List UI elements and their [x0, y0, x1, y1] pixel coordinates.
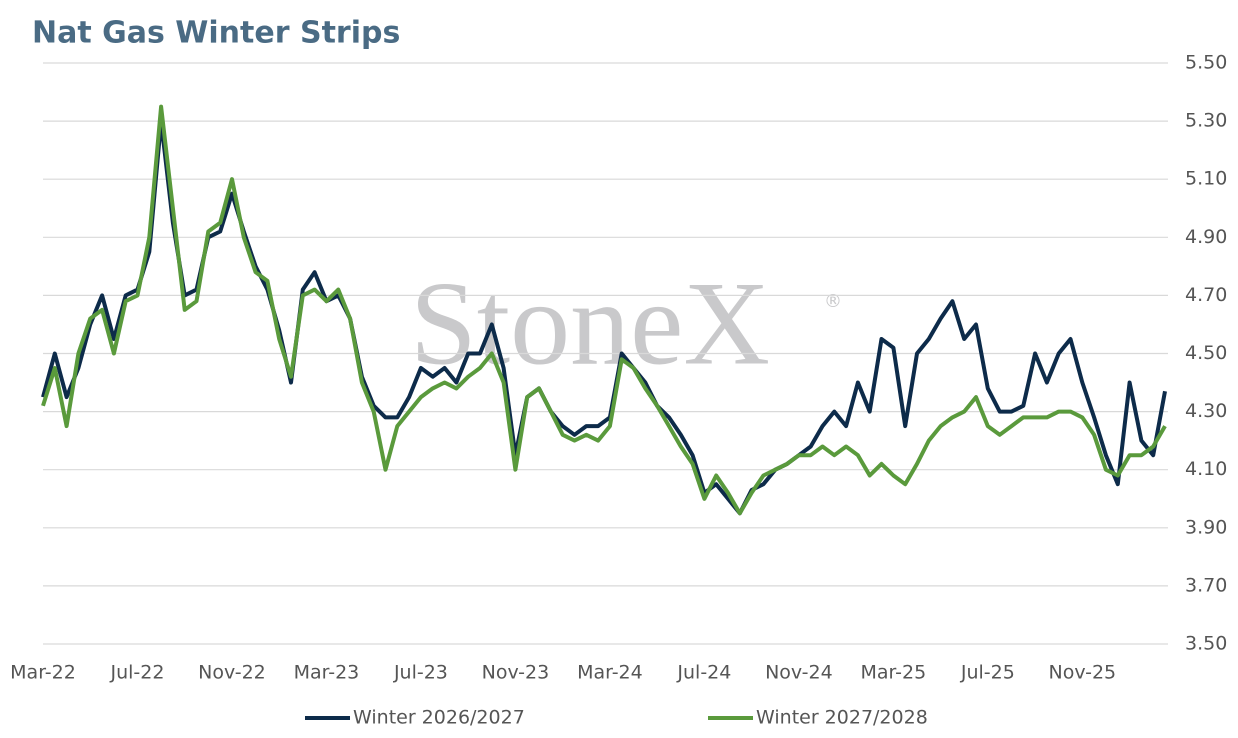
y-tick-label: 4.30 [1185, 400, 1227, 422]
x-tick-label: Jul-22 [109, 662, 164, 684]
y-tick-label: 3.70 [1185, 574, 1227, 596]
y-tick-label: 4.10 [1185, 458, 1227, 480]
x-tick-label: Nov-22 [198, 662, 266, 684]
legend-label: Winter 2027/2028 [756, 707, 928, 729]
x-tick-label: Mar-23 [294, 662, 360, 684]
x-tick-label: Jul-24 [676, 662, 731, 684]
y-tick-label: 4.50 [1185, 342, 1227, 364]
chart-title: Nat Gas Winter Strips [32, 16, 400, 51]
x-tick-label: Jul-25 [960, 662, 1015, 684]
y-tick-label: 3.50 [1185, 633, 1227, 655]
series-line [41, 104, 1167, 516]
y-tick-label: 4.90 [1185, 226, 1227, 248]
x-tick-label: Nov-24 [765, 662, 833, 684]
y-tick-label: 5.30 [1185, 110, 1227, 132]
x-tick-label: Mar-22 [10, 662, 76, 684]
x-tick-label: Mar-25 [861, 662, 927, 684]
y-tick-label: 3.90 [1185, 516, 1227, 538]
x-tick-label: Jul-23 [393, 662, 448, 684]
series-line [41, 119, 1167, 516]
x-tick-label: Nov-25 [1049, 662, 1117, 684]
y-tick-label: 5.10 [1185, 168, 1227, 190]
y-tick-label: 5.50 [1185, 52, 1227, 74]
x-tick-label: Mar-24 [577, 662, 643, 684]
y-tick-label: 4.70 [1185, 284, 1227, 306]
watermark: StoneX [410, 257, 770, 390]
x-tick-label: Nov-23 [482, 662, 550, 684]
watermark-mark: ® [824, 291, 842, 312]
legend-label: Winter 2026/2027 [353, 707, 525, 729]
